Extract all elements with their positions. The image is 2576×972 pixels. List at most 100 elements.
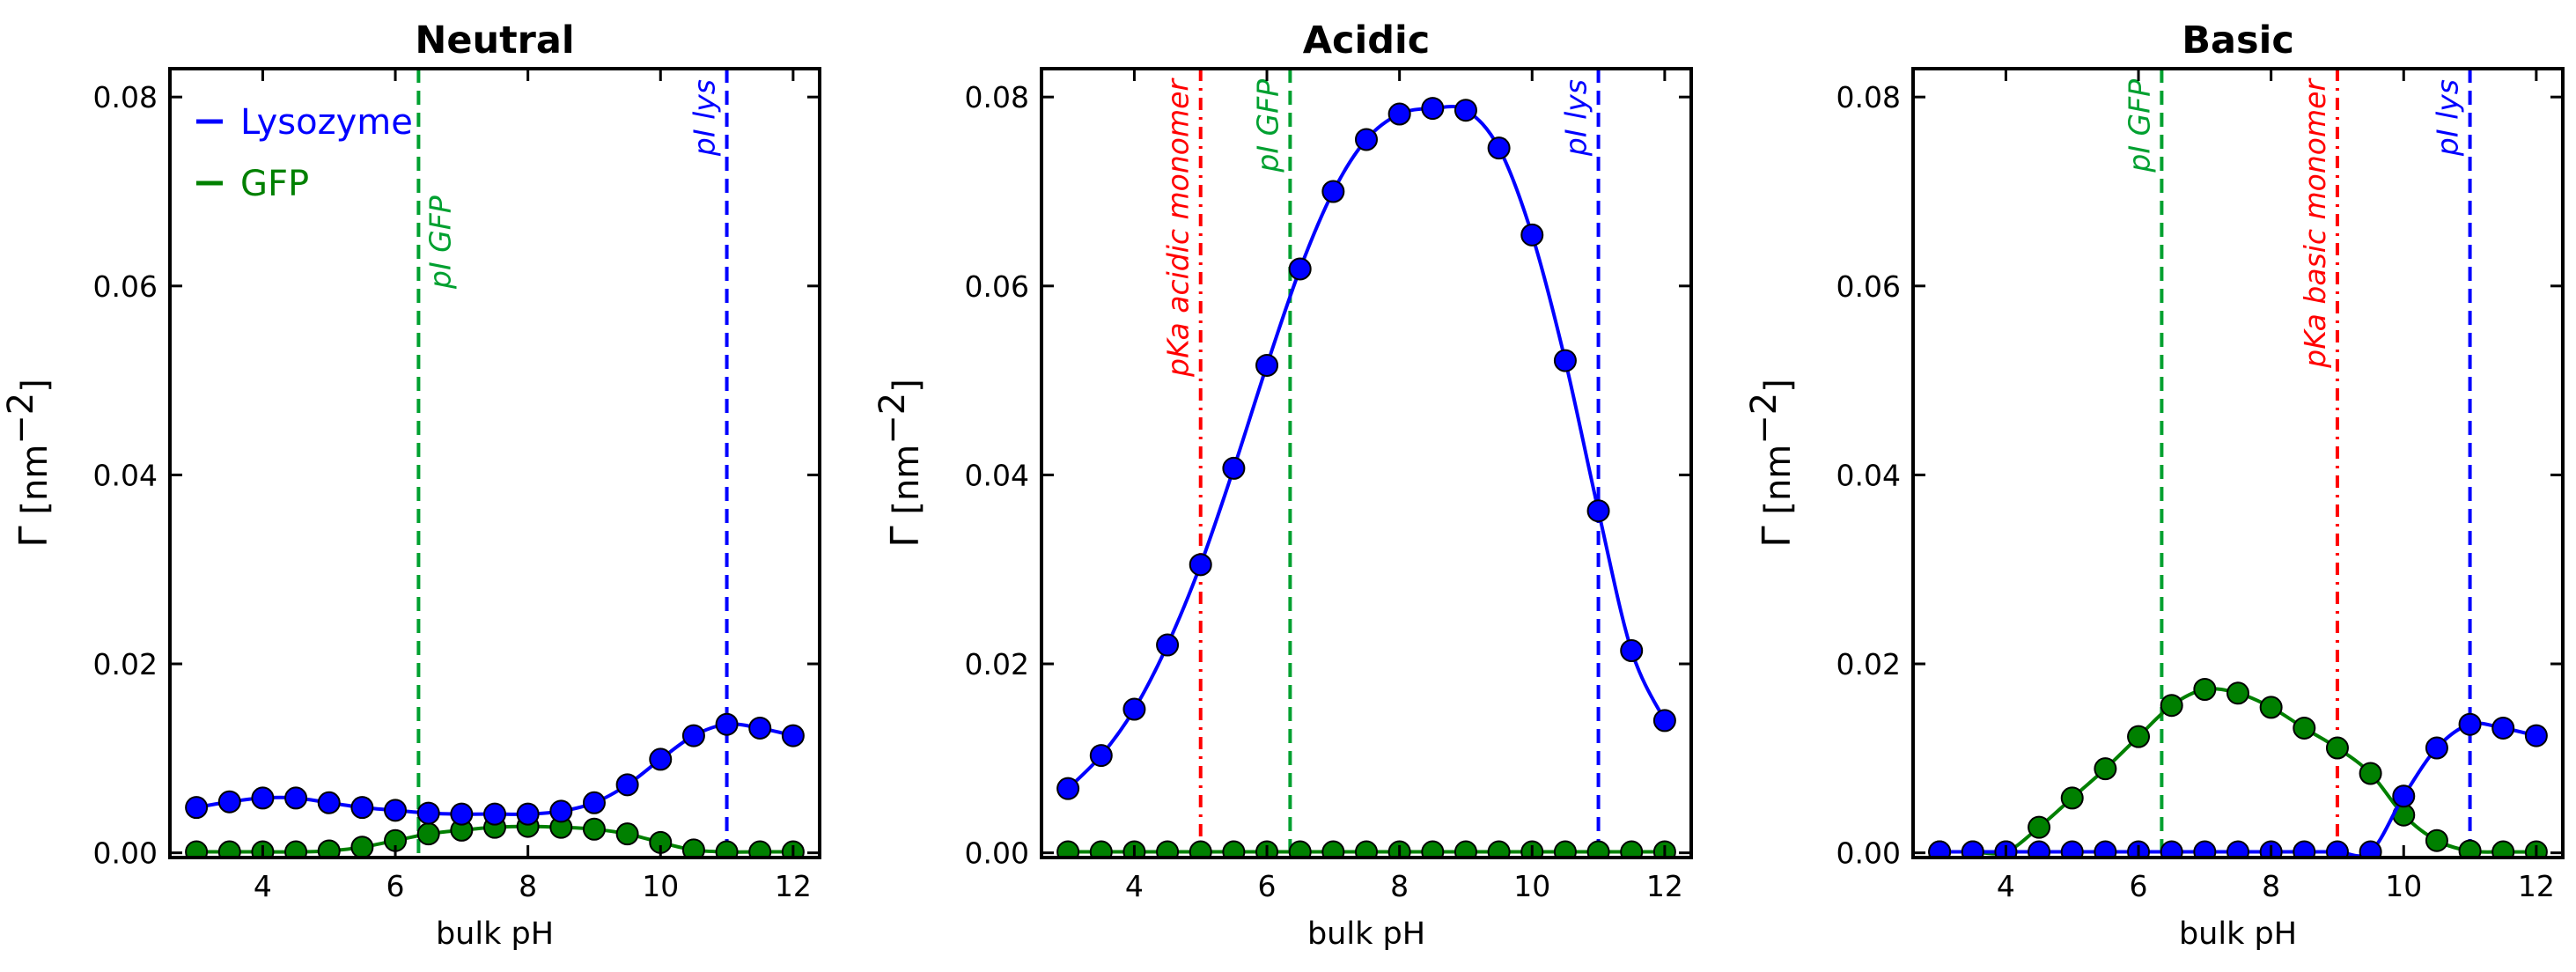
data-point-gfp-7.5: [1355, 840, 1378, 858]
data-point-gfp-9: [2325, 736, 2349, 760]
data-point-gfp-4.5: [1156, 840, 1180, 858]
y-axis-exponent: −2: [872, 393, 913, 445]
data-point-gfp-9: [1454, 840, 1477, 858]
data-point-gfp-5.5: [1222, 840, 1246, 858]
y-axis-symbol: Γ: [883, 526, 928, 548]
data-point-lysozyme-5: [1189, 553, 1212, 577]
data-point-lysozyme-9: [2325, 840, 2349, 858]
y-axis-symbol: Γ: [1755, 526, 1800, 548]
plot-area: [1928, 69, 2548, 858]
data-point-lysozyme-8: [1387, 102, 1411, 126]
data-point-lysozyme-8: [516, 802, 540, 826]
annotation-pi-gfp: pI GFP: [2122, 79, 2156, 173]
data-point-lysozyme-7.5: [1355, 128, 1378, 151]
data-point-lysozyme-5.5: [350, 796, 374, 820]
x-tick-label: 12: [2518, 869, 2555, 903]
data-point-lysozyme-3: [1056, 777, 1080, 800]
data-point-lysozyme-6: [1255, 353, 1279, 377]
x-tick-label: 8: [1390, 869, 1409, 903]
data-point-lysozyme-7: [450, 802, 474, 826]
data-point-lysozyme-4: [251, 786, 275, 810]
annotation-pi-lys: pI lys: [2431, 79, 2465, 157]
y-tick-label: 0.04: [1836, 458, 1901, 492]
panel-neutral: Neutral pI GFP pI lys 4 6 8 10 12 0.00 0.02 0.04 0.…: [1, 18, 821, 952]
panel-acidic: Acidic pKa acidic monomer pI GFP pI lys 4 6 8 1…: [872, 18, 1693, 952]
data-point-lysozyme-5.5: [2094, 840, 2117, 858]
data-point-gfp-3.5: [217, 840, 241, 858]
plot-area: [185, 69, 805, 858]
data-point-lysozyme-10.5: [1553, 349, 1577, 372]
y-axis-close: ]: [1758, 379, 1799, 393]
plot-area: [1056, 69, 1676, 858]
axes-frame: [1040, 67, 1693, 859]
data-point-lysozyme-8.5: [2293, 840, 2316, 858]
y-axis-exponent: −2: [1744, 393, 1785, 445]
y-axis-exponent: −2: [1, 393, 41, 445]
annotation-pka-basic-monomer: pKa basic monomer: [2298, 77, 2332, 369]
data-point-gfp-9: [582, 817, 606, 841]
data-point-lysozyme-5.5: [1222, 456, 1246, 480]
x-axis-label: bulk pH: [436, 917, 554, 952]
data-point-lysozyme-7: [1321, 180, 1345, 203]
y-tick-label: 0.04: [93, 458, 158, 492]
data-point-lysozyme-11.5: [2491, 716, 2515, 740]
data-point-lysozyme-7.5: [483, 802, 506, 826]
axes-frame: [1911, 67, 2565, 859]
data-point-lysozyme-12: [2524, 724, 2548, 747]
y-tick-label: 0.02: [1836, 647, 1901, 681]
data-point-lysozyme-10: [2392, 784, 2416, 808]
data-point-gfp-9.5: [615, 822, 639, 846]
y-axis-unit: [nm: [1758, 445, 1799, 526]
data-point-lysozyme-9.5: [1487, 136, 1511, 160]
y-tick-label: 0.00: [93, 836, 158, 871]
y-axis-label: Γ [nm−2]: [872, 379, 928, 548]
data-point-lysozyme-4.5: [1156, 633, 1180, 657]
panel-title: Acidic: [1303, 18, 1431, 63]
data-point-lysozyme-9.5: [2359, 840, 2382, 858]
data-point-lysozyme-9: [582, 791, 606, 814]
y-axis-symbol: Γ: [11, 526, 56, 548]
panel-basic: Basic pI GFP pKa basic monomer pI lys 4 6 8 10 1…: [1744, 18, 2565, 952]
data-point-gfp-3.5: [1089, 840, 1113, 858]
data-point-gfp-4.5: [284, 840, 308, 858]
x-tick-label: 6: [1258, 869, 1277, 903]
y-tick-label: 0.06: [965, 269, 1029, 304]
y-tick-label: 0.08: [965, 80, 1029, 114]
data-point-gfp-10.5: [2425, 828, 2448, 852]
y-tick-label: 0.02: [93, 647, 158, 681]
data-point-gfp-5: [317, 839, 341, 858]
data-point-gfp-10.5: [681, 838, 705, 858]
data-point-lysozyme-10.5: [2425, 736, 2448, 760]
annotation-pi-lys: pI lys: [1559, 79, 1593, 157]
y-axis-close: ]: [15, 379, 55, 393]
data-point-lysozyme-9: [1454, 99, 1477, 122]
data-point-lysozyme-5: [2060, 840, 2084, 858]
annotation-pi-gfp: pI GFP: [1250, 79, 1284, 173]
data-point-lysozyme-11.5: [1620, 639, 1644, 662]
panel-title: Neutral: [415, 18, 574, 63]
data-point-gfp-6.5: [416, 822, 440, 846]
data-point-gfp-9.5: [2359, 762, 2382, 785]
data-point-lysozyme-11: [715, 712, 739, 736]
x-tick-label: 8: [2262, 869, 2280, 903]
y-tick-label: 0.04: [965, 458, 1029, 492]
data-point-gfp-6.5: [2160, 694, 2183, 718]
y-axis-unit: [nm: [887, 445, 927, 526]
y-tick-label: 0.08: [93, 80, 158, 114]
x-tick-label: 8: [519, 869, 537, 903]
data-point-gfp-11: [715, 840, 739, 858]
data-point-lysozyme-11: [2458, 712, 2482, 736]
data-point-gfp-10.5: [1553, 840, 1577, 858]
y-tick-label: 0.08: [1836, 80, 1901, 114]
data-point-gfp-6: [2127, 725, 2151, 748]
data-point-gfp-6.5: [1288, 840, 1312, 858]
data-point-gfp-9.5: [1487, 840, 1511, 858]
data-point-lysozyme-3: [1928, 840, 1952, 858]
data-point-lysozyme-6.5: [416, 801, 440, 825]
x-tick-label: 10: [1513, 869, 1550, 903]
x-tick-label: 6: [386, 869, 405, 903]
x-tick-label: 6: [2130, 869, 2148, 903]
y-axis-label: Γ [nm−2]: [1, 379, 56, 548]
panel-title: Basic: [2182, 18, 2294, 63]
